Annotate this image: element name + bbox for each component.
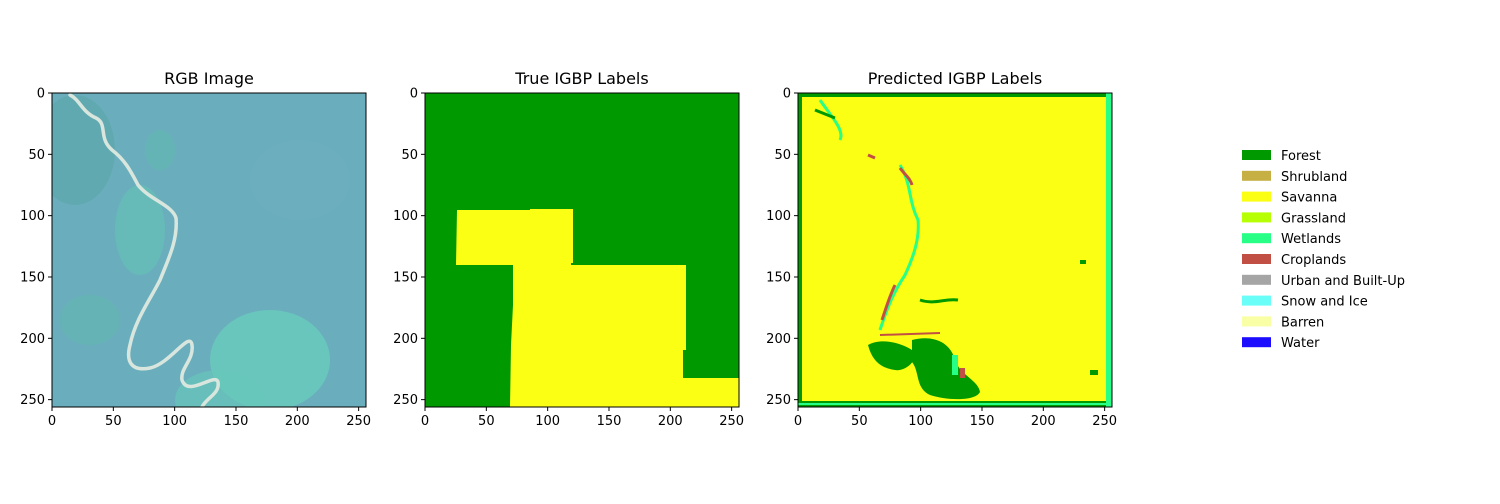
legend-swatch (1242, 274, 1271, 285)
legend-swatch (1242, 337, 1271, 348)
y-tick-label: 200 (766, 332, 791, 347)
legend-label: Shrubland (1281, 170, 1347, 185)
x-tick-label: 0 (48, 414, 56, 429)
y-tick-label: 250 (20, 393, 45, 408)
y-tick-label: 50 (28, 148, 45, 163)
x-tick-label: 50 (851, 414, 868, 429)
y-tick-label: 0 (37, 87, 45, 102)
x-tick-label: 200 (658, 414, 683, 429)
y-tick-label: 50 (774, 148, 791, 163)
legend-swatch (1242, 316, 1271, 327)
x-tick-label: 0 (421, 414, 429, 429)
legend-swatch (1242, 170, 1271, 181)
true-axes-frame (424, 92, 740, 408)
legend-label: Forest (1281, 149, 1321, 164)
legend-label: Barren (1281, 315, 1324, 330)
legend-label: Grassland (1281, 211, 1346, 226)
x-tick-label: 100 (162, 414, 187, 429)
rgb-image (52, 93, 366, 407)
legend-label: Wetlands (1281, 232, 1341, 247)
x-tick-label: 150 (224, 414, 249, 429)
pred-axes-frame (797, 92, 1113, 408)
y-tick-label: 150 (393, 270, 418, 285)
legend-label: Croplands (1281, 253, 1346, 268)
y-tick-label: 250 (766, 393, 791, 408)
y-tick-label: 200 (393, 332, 418, 347)
y-tick-label: 250 (393, 393, 418, 408)
y-tick-label: 100 (20, 209, 45, 224)
rgb-axes-frame (51, 92, 367, 408)
y-tick-label: 150 (20, 270, 45, 285)
x-tick-label: 50 (478, 414, 495, 429)
true-labels-image (425, 93, 739, 407)
x-tick-label: 100 (908, 414, 933, 429)
panel-title-true: True IGBP Labels (514, 69, 648, 88)
x-tick-label: 150 (597, 414, 622, 429)
x-tick-label: 200 (285, 414, 310, 429)
y-tick-label: 100 (766, 209, 791, 224)
panel-title-pred: Predicted IGBP Labels (868, 69, 1043, 88)
pred-labels-image (798, 93, 1112, 407)
y-tick-label: 100 (393, 209, 418, 224)
x-tick-label: 100 (535, 414, 560, 429)
legend: Forest Shrubland Savanna Grassland Wetlands C… (1242, 149, 1405, 351)
x-tick-label: 250 (346, 414, 371, 429)
legend-swatch (1242, 233, 1271, 244)
legend-swatch (1242, 254, 1271, 264)
x-tick-label: 50 (105, 414, 122, 429)
x-tick-label: 200 (1031, 414, 1056, 429)
y-tick-label: 0 (410, 87, 418, 102)
x-tick-label: 0 (794, 414, 802, 429)
legend-swatch (1242, 191, 1271, 202)
y-tick-label: 200 (20, 332, 45, 347)
y-tick-label: 150 (766, 270, 791, 285)
legend-swatch (1242, 295, 1271, 306)
y-tick-label: 0 (783, 87, 791, 102)
legend-swatch (1242, 212, 1271, 223)
legend-swatch (1242, 150, 1271, 160)
legend-label: Urban and Built-Up (1281, 274, 1405, 289)
x-tick-label: 250 (1092, 414, 1117, 429)
legend-label: Snow and Ice (1281, 295, 1368, 310)
y-tick-label: 50 (401, 148, 418, 163)
river (68, 93, 220, 407)
x-tick-label: 150 (970, 414, 995, 429)
panel-title-rgb: RGB Image (164, 69, 254, 88)
x-tick-label: 250 (719, 414, 744, 429)
legend-label: Water (1281, 336, 1320, 351)
legend-label: Savanna (1281, 191, 1337, 206)
